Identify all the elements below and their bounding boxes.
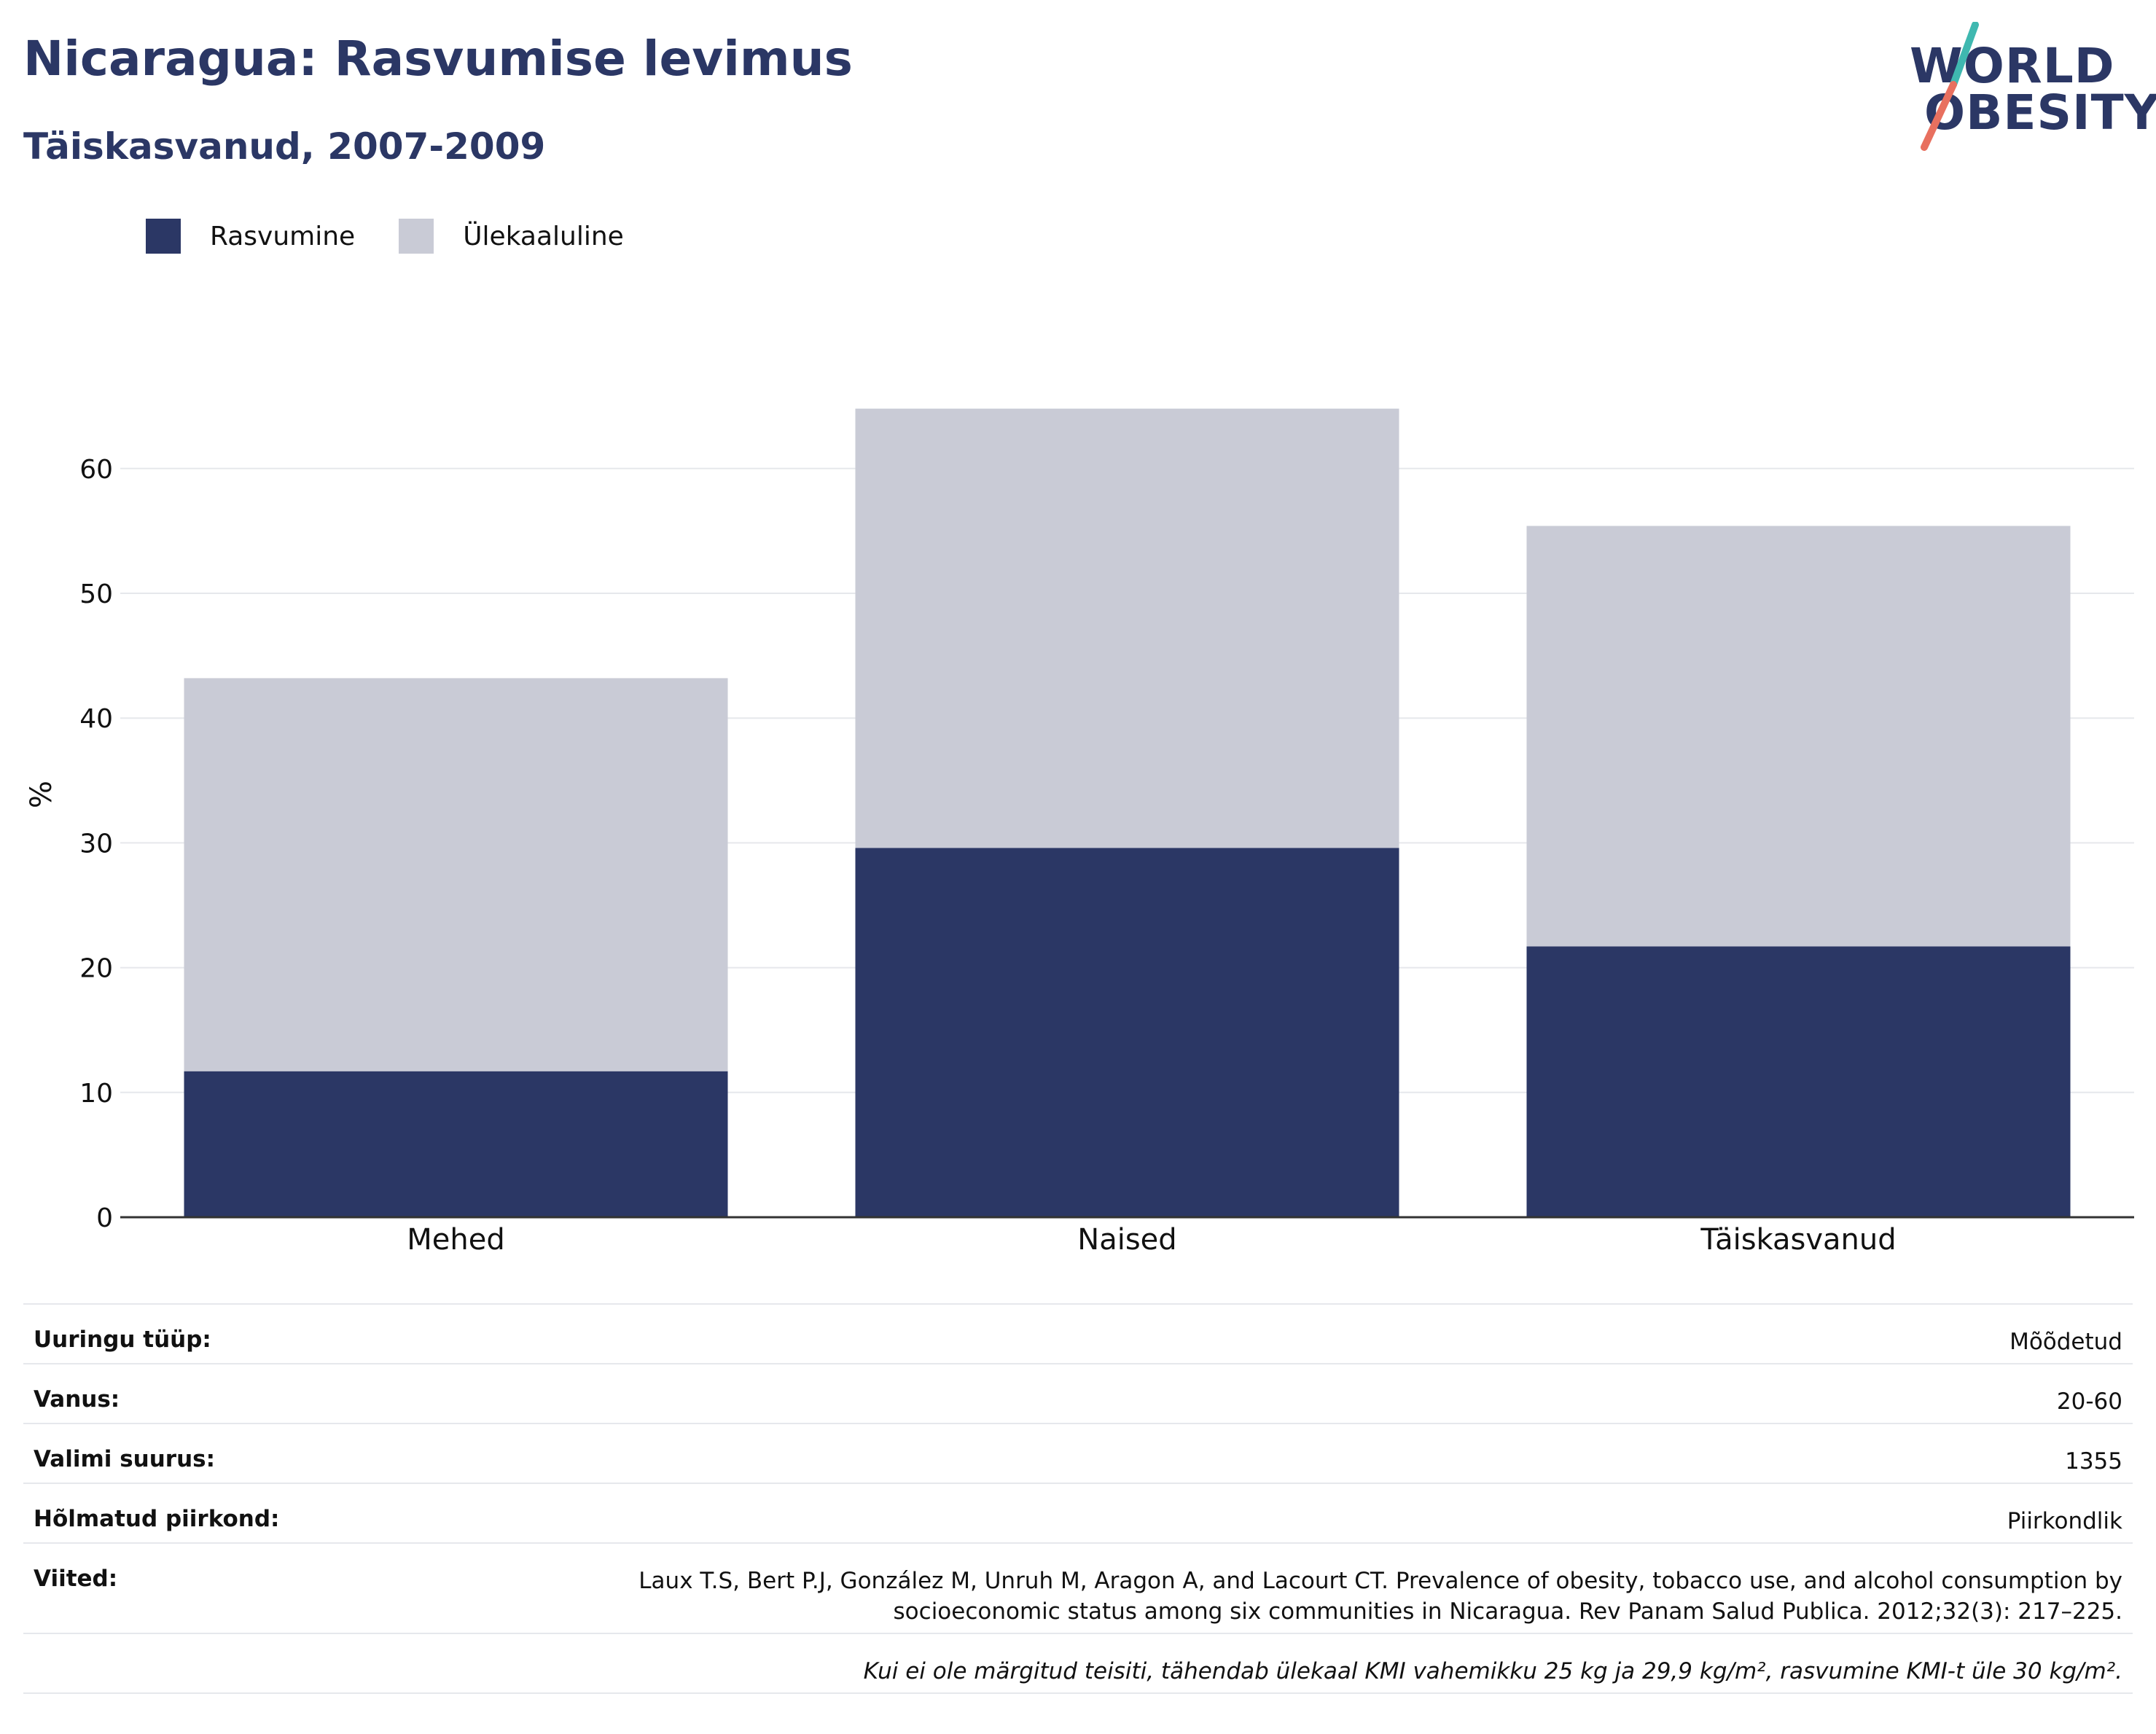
info-row-references: Viited: Laux T.S, Bert P.J, González M, … xyxy=(23,1542,2133,1633)
y-tick-60: 60 xyxy=(79,455,113,485)
info-row-survey-type: Uuringu tüüp: Mõõdetud xyxy=(23,1303,2133,1363)
logo-line-1: WORLD xyxy=(1910,38,2115,94)
logo-slash-icon xyxy=(1921,22,1979,151)
bar-overweight-0[interactable] xyxy=(184,678,728,1071)
chart-legend: Rasvumine Ülekaaluline xyxy=(146,217,668,255)
references-line-1: Laux T.S, Bert P.J, González M, Unruh M,… xyxy=(638,1568,2122,1594)
info-row-area: Hõlmatud piirkond: Piirkondlik xyxy=(23,1483,2133,1542)
references-value: Laux T.S, Bert P.J, González M, Unruh M,… xyxy=(638,1544,2122,1627)
legend-swatch-overweight xyxy=(399,219,434,254)
survey-type-label: Uuringu tüüp: xyxy=(34,1327,211,1353)
world-obesity-logo: WORLD OBESITY xyxy=(1895,22,2156,153)
info-row-note: Kui ei ole märgitud teisiti, tähendab ül… xyxy=(23,1633,2133,1694)
bar-overweight-2[interactable] xyxy=(1526,526,2071,947)
area-label: Hõlmatud piirkond: xyxy=(34,1506,280,1532)
bars xyxy=(184,408,2071,1217)
y-tick-30: 30 xyxy=(79,829,113,859)
x-tick-2: Täiskasvanud xyxy=(1700,1223,1896,1257)
references-label: Viited: xyxy=(34,1566,118,1592)
y-tick-10: 10 xyxy=(79,1079,113,1109)
x-tick-labels: Mehed Naised Täiskasvanud xyxy=(407,1223,1896,1257)
legend-swatch-obesity xyxy=(146,219,181,254)
x-tick-0: Mehed xyxy=(407,1223,504,1257)
info-table: Uuringu tüüp: Mõõdetud Vanus: 20-60 Vali… xyxy=(23,1303,2133,1694)
info-row-sample-size: Valimi suurus: 1355 xyxy=(23,1423,2133,1483)
y-tick-20: 20 xyxy=(79,954,113,984)
bar-obesity-2[interactable] xyxy=(1526,946,2071,1217)
y-tick-40: 40 xyxy=(79,704,113,734)
legend-label-obesity: Rasvumine xyxy=(210,221,356,251)
page-subtitle: Täiskasvanud, 2007-2009 xyxy=(23,125,546,168)
bar-obesity-1[interactable] xyxy=(855,848,1399,1217)
x-tick-1: Naised xyxy=(1077,1223,1176,1257)
y-axis-label: % xyxy=(25,781,58,808)
sample-size-value: 1355 xyxy=(2065,1448,2122,1475)
legend-item-overweight[interactable]: Ülekaaluline xyxy=(399,219,624,254)
y-tick-labels: 0 10 20 30 40 50 60 xyxy=(79,455,113,1233)
age-label: Vanus: xyxy=(34,1386,120,1413)
legend-label-overweight: Ülekaaluline xyxy=(463,221,624,251)
page-title: Nicaragua: Rasvumise levimus xyxy=(23,31,853,87)
definition-note: Kui ei ole märgitud teisiti, tähendab ül… xyxy=(863,1658,2122,1684)
y-tick-50: 50 xyxy=(79,579,113,609)
age-value: 20-60 xyxy=(2056,1389,2122,1415)
area-value: Piirkondlik xyxy=(2007,1508,2122,1534)
logo-line-2: OBESITY xyxy=(1924,85,2156,141)
references-line-2: socioeconomic status among six communiti… xyxy=(893,1598,2122,1625)
bar-overweight-1[interactable] xyxy=(855,408,1399,848)
bar-obesity-0[interactable] xyxy=(184,1071,728,1217)
y-tick-0: 0 xyxy=(96,1203,113,1233)
survey-type-value: Mõõdetud xyxy=(2009,1329,2122,1355)
legend-item-obesity[interactable]: Rasvumine xyxy=(146,219,355,254)
stacked-bar-chart: 0 10 20 30 40 50 60 Mehed Naised Täiskasvanud % xyxy=(25,408,2134,1257)
info-row-age: Vanus: 20-60 xyxy=(23,1363,2133,1423)
sample-size-label: Valimi suurus: xyxy=(34,1446,215,1472)
